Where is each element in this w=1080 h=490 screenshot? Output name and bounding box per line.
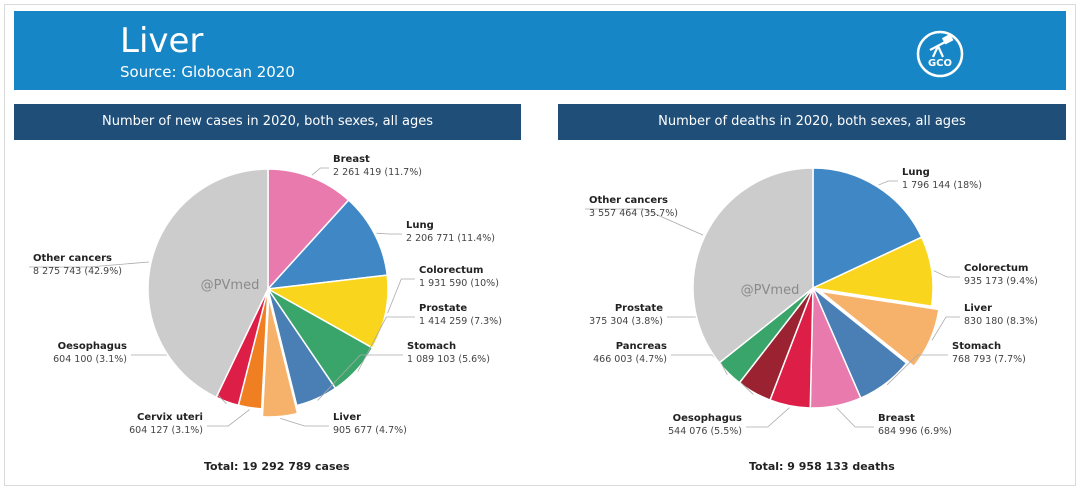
slice-label-colorectum: Colorectum [419,265,483,276]
pie-slice-liver [817,290,940,368]
slice-label-other-cancers: Other cancers [33,253,112,264]
slice-value-prostate: 1 414 259 (7.3%) [419,316,502,327]
deaths-pie: Lung 1 796 144 (18%) Colorectum 935 173 (9.… [585,167,1038,437]
page-title: Liver [120,21,204,61]
pie-slice-lung [812,167,923,290]
leader-line-breast [836,407,874,428]
slice-value-stomach: 1 089 103 (5.6%) [407,354,490,365]
slice-label-pancreas: Pancreas [616,341,667,352]
slice-value-liver: 830 180 (8.3%) [964,316,1038,327]
leader-line-other-cancers [585,208,704,236]
slice-value-lung: 1 796 144 (18%) [902,180,982,191]
leader-line-lung [376,232,402,235]
pie-slice-stomach [267,288,337,407]
slice-value-colorectum: 1 931 590 (10%) [419,278,499,289]
slice-label-cervix-uteri: Cervix uteri [137,412,203,423]
slice-value-breast: 684 996 (6.9%) [878,426,952,437]
pie-slice-other-cancers [692,167,814,364]
leader-line-lung [878,180,898,186]
leader-line-liver [931,316,960,341]
cases-pie: Breast 2 261 419 (11.7%) Lung 2 206 771 (11… [29,154,502,436]
slice-value-oesophagus: 544 076 (5.5%) [668,426,742,437]
slice-label-liver: Liver [333,412,361,423]
leader-line-breast [311,167,329,176]
slice-value-other-cancers: 8 275 743 (42.9%) [33,266,122,277]
page-subtitle: Source: Globocan 2020 [120,63,295,81]
slice-value-prostate: 375 304 (3.8%) [589,316,663,327]
leader-line-cervix-uteri [207,409,250,427]
deaths-panel-title: Number of deaths in 2020, both sexes, al… [558,104,1066,140]
slice-value-stomach: 768 793 (7.7%) [952,354,1026,365]
gco-logo: GCO [916,30,964,78]
slice-value-cervix-uteri: 604 127 (3.1%) [129,425,203,436]
slice-label-stomach: Stomach [952,341,1001,352]
cases-total: Total: 19 292 789 cases [204,460,350,473]
slice-value-breast: 2 261 419 (11.7%) [333,167,422,178]
slice-label-prostate: Prostate [615,303,663,314]
header-banner: Liver Source: Globocan 2020 GCO [14,11,1066,90]
leader-line-colorectum [933,270,960,278]
pie-slice-colorectum [810,236,934,308]
pie-slice-colorectum [265,274,389,349]
leader-line-prostate [357,316,415,372]
slice-label-liver: Liver [964,303,992,314]
telescope-icon [916,30,964,78]
leader-line-stomach [886,354,948,386]
page-frame [4,4,1076,486]
slice-value-lung: 2 206 771 (11.4%) [406,233,495,244]
slice-label-other-cancers: Other cancers [589,195,668,206]
slice-label-oesophagus: Oesophagus [673,413,742,424]
logo-text: GCO [927,58,953,69]
slice-value-liver: 905 677 (4.7%) [333,425,407,436]
pie-slice-breast [267,168,350,291]
slice-label-lung: Lung [902,167,930,178]
slice-value-other-cancers: 3 557 464 (35.7%) [589,208,678,219]
slice-label-colorectum: Colorectum [964,263,1028,274]
leader-line-colorectum [387,278,415,314]
leader-line-stomach [317,354,403,401]
slice-value-colorectum: 935 173 (9.4%) [964,276,1038,287]
slice-label-lung: Lung [406,220,434,231]
pie-slice-lung [266,199,389,290]
deaths-total: Total: 9 958 133 deaths [749,460,895,473]
slice-label-prostate: Prostate [419,303,467,314]
slice-label-oesophagus: Oesophagus [58,341,127,352]
watermark: @PVmed [201,278,260,293]
slice-label-breast: Breast [878,413,915,424]
slice-label-stomach: Stomach [407,341,456,352]
cases-panel-title: Number of new cases in 2020, both sexes,… [14,104,521,140]
pie-slice-liver [261,296,299,418]
slice-value-oesophagus: 604 100 (3.1%) [53,354,127,365]
slice-label-breast: Breast [333,154,370,165]
slice-value-pancreas: 466 003 (4.7%) [593,354,667,365]
leader-line-oesophagus [746,407,790,428]
pie-slice-other-cancers [147,168,269,399]
watermark: @PVmed [741,283,800,298]
leader-line-other-cancers [29,261,150,268]
leader-line-liver [280,418,329,427]
